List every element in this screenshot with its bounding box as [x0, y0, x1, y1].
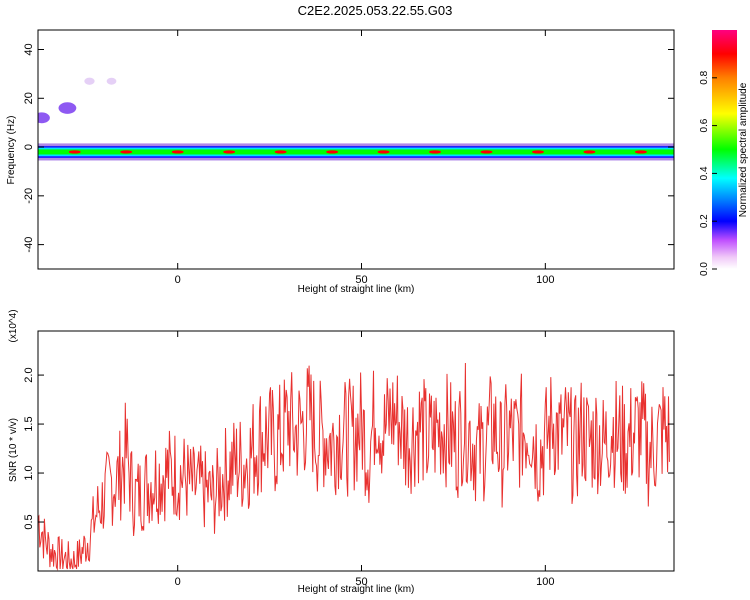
snr-xlabel: Height of straight line (km): [298, 584, 415, 595]
spectrogram-ytick-label: 20: [23, 92, 35, 104]
snr-y-multiplier: (x10^4): [8, 309, 19, 342]
colorbar-tick-label: 0.0: [699, 262, 710, 276]
spectrogram-ticks: 0 50 100 -40 -20 0 20 40: [23, 30, 674, 286]
spectrogram-panel: 0 50 100 -40 -20 0 20 40 Height of straight lin…: [6, 29, 675, 295]
colorbar-tick-label: 0.6: [699, 118, 710, 132]
snr-xtick-label: 100: [536, 576, 554, 588]
snr-ytick-label: 1.0: [23, 465, 35, 480]
snr-series-line: [38, 362, 670, 571]
spectrogram-ytick-label: -20: [23, 188, 35, 204]
spectrogram-frame: [37, 29, 675, 270]
spectrogram-feature: [58, 102, 77, 114]
spectrogram-peak: [583, 150, 596, 154]
spectrogram-heatmap: [38, 77, 674, 161]
snr-frame: [37, 330, 675, 572]
colorbar-tick-label: 0.2: [699, 214, 710, 228]
colorbar-ticks: 0.0 0.2 0.4 0.6 0.8: [699, 70, 717, 276]
snr-ytick-label: 2.0: [23, 367, 35, 382]
colorbar-label: Normalized spectral amplitude: [738, 82, 749, 217]
spectrogram-peak: [171, 150, 184, 154]
spectrogram-peak: [326, 150, 339, 154]
spectrogram-ytick-label: 0: [23, 144, 35, 150]
colorbar-gradient: [712, 30, 737, 269]
colorbar-tick-label: 0.8: [699, 70, 710, 84]
spectrogram-xlabel: Height of straight line (km): [298, 284, 415, 295]
spectrogram-ytick-label: -40: [23, 237, 35, 253]
snr-ticks: 0 50 100 0.5 1.0 1.5 2.0: [23, 331, 674, 588]
spectrogram-xtick-label: 50: [355, 274, 367, 286]
spectrogram-peak: [274, 150, 287, 154]
spectrogram-peak: [480, 150, 493, 154]
spectrogram-feature: [84, 77, 95, 85]
snr-ytick-label: 0.5: [23, 514, 35, 529]
colorbar: 0.0 0.2 0.4 0.6 0.8 Normalized spectral ampl…: [699, 30, 749, 276]
spectrogram-peak: [68, 150, 81, 154]
colorbar-tick-label: 0.4: [699, 166, 710, 180]
spectrogram-peak: [223, 150, 236, 154]
spectrogram-ylabel: Frequency (Hz): [6, 116, 17, 185]
spectrogram-peak: [377, 150, 390, 154]
figure-title: C2E2.2025.053.22.55.G03: [298, 3, 453, 18]
snr-panel: 0 50 100 0.5 1.0 1.5 2.0 Height of straight li…: [8, 309, 675, 595]
snr-xtick-label: 50: [355, 576, 367, 588]
spectrogram-feature: [38, 112, 50, 124]
snr-ylabel: SNR (10 * v/v): [8, 418, 19, 482]
spectrogram-peak: [634, 150, 647, 154]
spectrogram-band-layer: [38, 149, 674, 155]
spectrogram-xtick-label: 100: [536, 274, 554, 286]
spectrogram-peak: [531, 150, 544, 154]
spectrogram-xtick-label: 0: [175, 274, 181, 286]
spectrogram-peak: [429, 150, 442, 154]
spectrogram-peak: [120, 150, 133, 154]
snr-ytick-label: 1.5: [23, 416, 35, 431]
snr-xtick-label: 0: [175, 576, 181, 588]
spectrogram-feature: [106, 77, 117, 85]
spectrogram-ytick-label: 40: [23, 43, 35, 55]
